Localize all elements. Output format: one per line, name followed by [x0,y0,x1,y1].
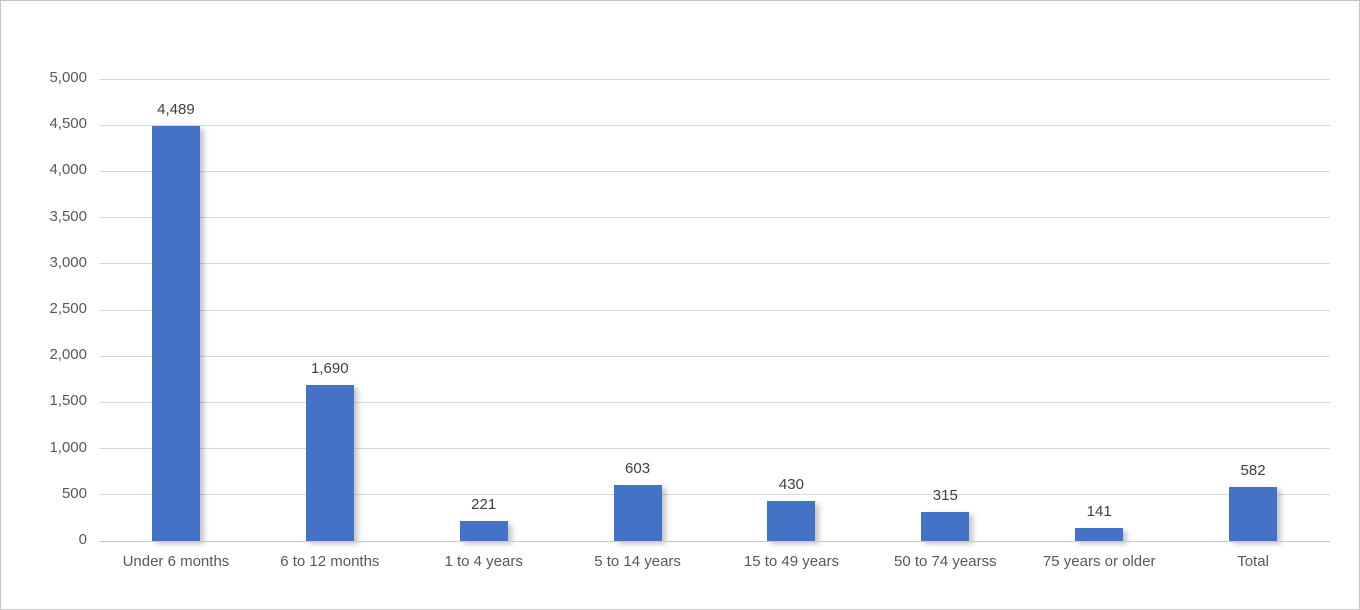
data-label: 315 [932,487,958,504]
x-tick-label: 75 years or older [1042,553,1156,570]
bar [305,385,354,541]
x-tick-label: 1 to 4 years [444,553,523,570]
y-tick-label: 1,000 [49,438,87,456]
bar [459,521,508,541]
data-label: 4,489 [157,101,195,118]
x-tick-label: 15 to 49 years [743,553,839,570]
data-label: 1,690 [311,360,349,377]
data-label: 221 [471,496,497,513]
y-tick-label: 1,500 [49,392,87,410]
gridline [99,217,1330,219]
data-label: 603 [625,460,651,477]
bar [767,501,816,541]
gridline [99,309,1330,311]
gridline [99,263,1330,265]
y-tick-label: 5,000 [49,69,87,86]
gridline [99,401,1330,403]
data-label: 141 [1086,503,1112,520]
x-tick-label: Under 6 months [122,553,230,570]
bar [921,512,970,541]
gridline [99,355,1330,357]
gridline [99,78,1330,80]
y-tick-label: 4,500 [49,115,87,133]
y-tick-label: 3,500 [49,207,87,225]
bar [151,126,200,541]
y-tick-label: 4,000 [49,161,87,179]
gridline [99,494,1330,496]
gridline [99,124,1330,126]
plot-area: 4,489 1,690 221 603 430 315 141 582 [99,78,1330,542]
y-tick-label: 2,000 [49,346,87,364]
bar [1229,487,1278,541]
data-label: 582 [1240,462,1266,479]
gridline [99,448,1330,450]
y-tick-label: 2,500 [49,300,87,317]
x-tick-label: 6 to 12 months [280,553,380,570]
x-tick-label: Total [1237,553,1269,570]
x-tick-label: 50 to 74 yearss [894,553,997,570]
y-tick-label: 0 [78,531,87,548]
bar [1075,528,1124,541]
x-tick-label: 5 to 14 years [594,553,681,570]
y-tick-label: 3,000 [49,253,87,271]
y-tick-label: 500 [61,484,87,502]
data-label: 430 [778,476,804,493]
x-axis-line [99,541,1330,542]
gridline [99,170,1330,172]
bar [613,485,662,541]
